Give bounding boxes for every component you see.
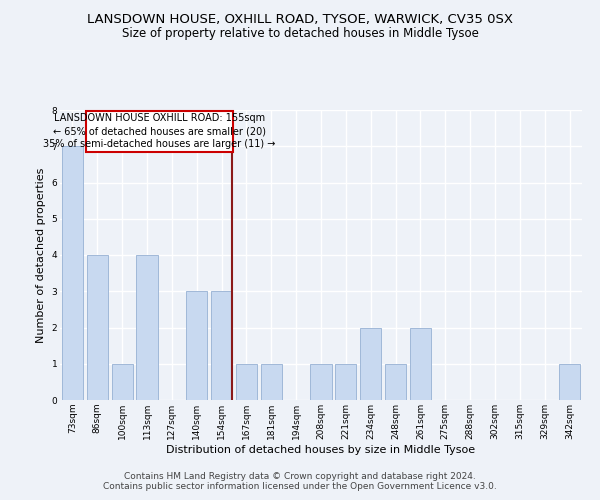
Bar [186, 291, 207, 400]
Bar [211, 291, 232, 400]
Bar [559, 364, 580, 400]
Bar [360, 328, 381, 400]
Bar [62, 146, 83, 400]
Text: 35% of semi-detached houses are larger (11) →: 35% of semi-detached houses are larger (… [43, 140, 275, 149]
Bar [87, 255, 108, 400]
Bar [136, 255, 158, 400]
Bar [410, 328, 431, 400]
Text: LANSDOWN HOUSE, OXHILL ROAD, TYSOE, WARWICK, CV35 0SX: LANSDOWN HOUSE, OXHILL ROAD, TYSOE, WARW… [87, 12, 513, 26]
X-axis label: Distribution of detached houses by size in Middle Tysoe: Distribution of detached houses by size … [166, 444, 476, 454]
Bar [261, 364, 282, 400]
Bar [236, 364, 257, 400]
Text: Contains public sector information licensed under the Open Government Licence v3: Contains public sector information licen… [103, 482, 497, 491]
Text: Size of property relative to detached houses in Middle Tysoe: Size of property relative to detached ho… [122, 28, 478, 40]
Bar [310, 364, 332, 400]
Bar [385, 364, 406, 400]
Text: Contains HM Land Registry data © Crown copyright and database right 2024.: Contains HM Land Registry data © Crown c… [124, 472, 476, 481]
Y-axis label: Number of detached properties: Number of detached properties [36, 168, 46, 342]
Text: ← 65% of detached houses are smaller (20): ← 65% of detached houses are smaller (20… [53, 126, 266, 136]
Text: LANSDOWN HOUSE OXHILL ROAD: 155sqm: LANSDOWN HOUSE OXHILL ROAD: 155sqm [54, 114, 265, 124]
Bar [112, 364, 133, 400]
Bar [335, 364, 356, 400]
FancyBboxPatch shape [86, 111, 233, 152]
